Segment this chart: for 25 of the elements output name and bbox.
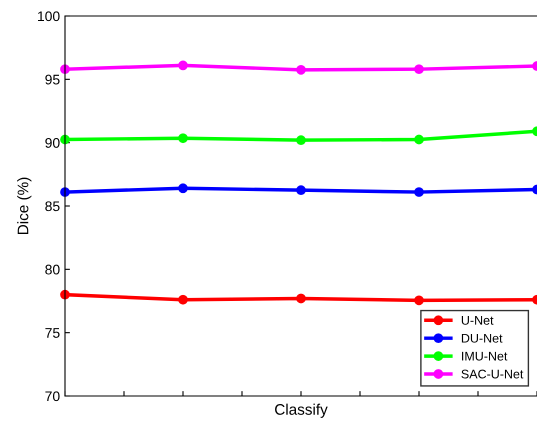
legend-label: DU-Net bbox=[462, 334, 502, 343]
y-tick-label: 95 bbox=[45, 74, 60, 85]
point bbox=[296, 185, 306, 196]
point bbox=[296, 294, 306, 304]
y-tick-label: 85 bbox=[45, 201, 60, 212]
y-tick-label: 90 bbox=[45, 138, 60, 148]
legend-label: SAC-U-Net bbox=[461, 370, 524, 378]
point bbox=[178, 183, 188, 194]
point bbox=[414, 187, 424, 197]
point bbox=[178, 133, 188, 144]
y-tick-label: 80 bbox=[45, 264, 60, 275]
point bbox=[296, 135, 306, 145]
point bbox=[414, 134, 424, 144]
point bbox=[296, 64, 306, 75]
x-axis-title: Classify bbox=[275, 404, 328, 418]
point bbox=[178, 294, 188, 305]
point bbox=[414, 64, 424, 74]
y-tick-label: 75 bbox=[45, 328, 60, 338]
legend-label: IMU-Net bbox=[462, 352, 508, 361]
point bbox=[414, 296, 424, 306]
y-tick-label: 70 bbox=[45, 391, 60, 402]
point bbox=[178, 60, 188, 70]
y-axis-title: Dice (%) bbox=[17, 178, 32, 234]
legend-label: U-Net bbox=[462, 316, 494, 325]
y-tick-label: 100 bbox=[38, 11, 60, 22]
